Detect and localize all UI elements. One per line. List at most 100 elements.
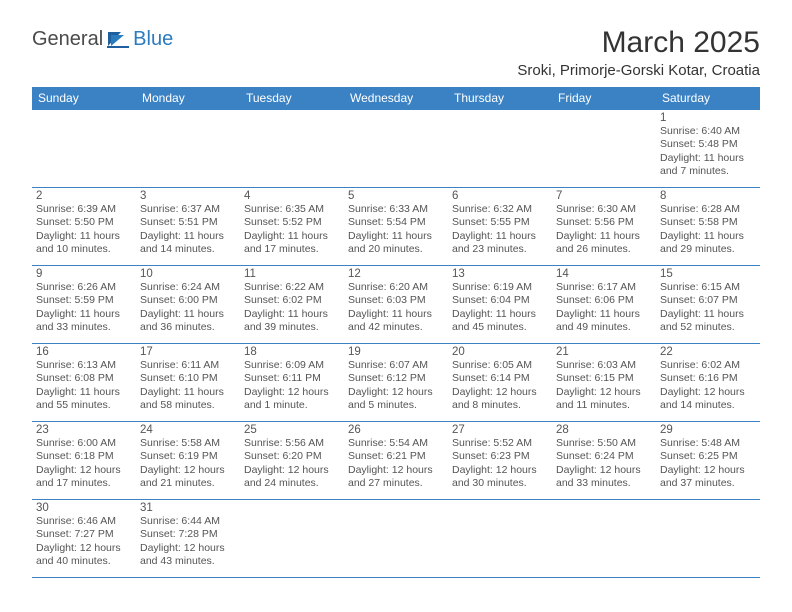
day-number: 26 [348, 424, 444, 436]
sunset-text: Sunset: 6:11 PM [244, 372, 340, 385]
day-details: Sunrise: 6:03 AMSunset: 6:15 PMDaylight:… [556, 359, 652, 413]
calendar-week-row: 2Sunrise: 6:39 AMSunset: 5:50 PMDaylight… [32, 188, 760, 266]
location-text: Sroki, Primorje-Gorski Kotar, Croatia [517, 62, 760, 79]
daylight-text: Daylight: 12 hours and 27 minutes. [348, 464, 444, 491]
sunset-text: Sunset: 6:03 PM [348, 294, 444, 307]
day-number: 1 [660, 112, 756, 124]
sunset-text: Sunset: 5:59 PM [36, 294, 132, 307]
calendar-day-cell [136, 110, 240, 188]
calendar-day-cell: 10Sunrise: 6:24 AMSunset: 6:00 PMDayligh… [136, 266, 240, 344]
sunrise-text: Sunrise: 5:54 AM [348, 437, 444, 450]
day-number: 13 [452, 268, 548, 280]
sunrise-text: Sunrise: 6:22 AM [244, 281, 340, 294]
sunset-text: Sunset: 5:58 PM [660, 216, 756, 229]
calendar-day-cell: 3Sunrise: 6:37 AMSunset: 5:51 PMDaylight… [136, 188, 240, 266]
day-details: Sunrise: 6:44 AMSunset: 7:28 PMDaylight:… [140, 515, 236, 569]
sunset-text: Sunset: 6:00 PM [140, 294, 236, 307]
day-details: Sunrise: 6:35 AMSunset: 5:52 PMDaylight:… [244, 203, 340, 257]
day-details: Sunrise: 6:13 AMSunset: 6:08 PMDaylight:… [36, 359, 132, 413]
calendar-day-cell: 30Sunrise: 6:46 AMSunset: 7:27 PMDayligh… [32, 500, 136, 578]
calendar-day-cell [552, 110, 656, 188]
daylight-text: Daylight: 12 hours and 14 minutes. [660, 386, 756, 413]
calendar-day-cell: 7Sunrise: 6:30 AMSunset: 5:56 PMDaylight… [552, 188, 656, 266]
calendar-day-cell: 16Sunrise: 6:13 AMSunset: 6:08 PMDayligh… [32, 344, 136, 422]
calendar-day-cell: 13Sunrise: 6:19 AMSunset: 6:04 PMDayligh… [448, 266, 552, 344]
sunrise-text: Sunrise: 6:24 AM [140, 281, 236, 294]
calendar-week-row: 16Sunrise: 6:13 AMSunset: 6:08 PMDayligh… [32, 344, 760, 422]
daylight-text: Daylight: 11 hours and 55 minutes. [36, 386, 132, 413]
day-details: Sunrise: 6:02 AMSunset: 6:16 PMDaylight:… [660, 359, 756, 413]
daylight-text: Daylight: 11 hours and 17 minutes. [244, 230, 340, 257]
calendar-day-cell: 19Sunrise: 6:07 AMSunset: 6:12 PMDayligh… [344, 344, 448, 422]
day-number: 18 [244, 346, 340, 358]
sunset-text: Sunset: 6:08 PM [36, 372, 132, 385]
calendar-day-cell: 12Sunrise: 6:20 AMSunset: 6:03 PMDayligh… [344, 266, 448, 344]
daylight-text: Daylight: 11 hours and 10 minutes. [36, 230, 132, 257]
month-title: March 2025 [517, 26, 760, 60]
daylight-text: Daylight: 11 hours and 36 minutes. [140, 308, 236, 335]
day-number: 8 [660, 190, 756, 202]
daylight-text: Daylight: 12 hours and 30 minutes. [452, 464, 548, 491]
day-number: 17 [140, 346, 236, 358]
day-details: Sunrise: 6:17 AMSunset: 6:06 PMDaylight:… [556, 281, 652, 335]
header: General Blue March 2025 Sroki, Primorje-… [32, 26, 760, 79]
calendar-day-cell: 18Sunrise: 6:09 AMSunset: 6:11 PMDayligh… [240, 344, 344, 422]
sunset-text: Sunset: 6:18 PM [36, 450, 132, 463]
day-details: Sunrise: 6:26 AMSunset: 5:59 PMDaylight:… [36, 281, 132, 335]
day-header: Tuesday [240, 87, 344, 110]
sunset-text: Sunset: 5:50 PM [36, 216, 132, 229]
day-details: Sunrise: 6:20 AMSunset: 6:03 PMDaylight:… [348, 281, 444, 335]
day-number: 16 [36, 346, 132, 358]
sunrise-text: Sunrise: 6:07 AM [348, 359, 444, 372]
sunset-text: Sunset: 5:55 PM [452, 216, 548, 229]
day-details: Sunrise: 6:15 AMSunset: 6:07 PMDaylight:… [660, 281, 756, 335]
sunset-text: Sunset: 5:56 PM [556, 216, 652, 229]
sunset-text: Sunset: 6:12 PM [348, 372, 444, 385]
day-number: 14 [556, 268, 652, 280]
sunset-text: Sunset: 7:28 PM [140, 528, 236, 541]
day-header: Saturday [656, 87, 760, 110]
day-number: 4 [244, 190, 340, 202]
calendar-week-row: 1Sunrise: 6:40 AMSunset: 5:48 PMDaylight… [32, 110, 760, 188]
sunrise-text: Sunrise: 6:05 AM [452, 359, 548, 372]
calendar-day-cell: 23Sunrise: 6:00 AMSunset: 6:18 PMDayligh… [32, 422, 136, 500]
calendar-day-cell: 2Sunrise: 6:39 AMSunset: 5:50 PMDaylight… [32, 188, 136, 266]
daylight-text: Daylight: 11 hours and 39 minutes. [244, 308, 340, 335]
daylight-text: Daylight: 12 hours and 37 minutes. [660, 464, 756, 491]
day-details: Sunrise: 6:22 AMSunset: 6:02 PMDaylight:… [244, 281, 340, 335]
brand-logo: General Blue [32, 28, 173, 51]
day-number: 3 [140, 190, 236, 202]
daylight-text: Daylight: 11 hours and 29 minutes. [660, 230, 756, 257]
sunrise-text: Sunrise: 5:48 AM [660, 437, 756, 450]
flag-icon [107, 31, 129, 49]
daylight-text: Daylight: 11 hours and 42 minutes. [348, 308, 444, 335]
sunrise-text: Sunrise: 6:32 AM [452, 203, 548, 216]
calendar-day-cell: 8Sunrise: 6:28 AMSunset: 5:58 PMDaylight… [656, 188, 760, 266]
calendar-day-cell: 15Sunrise: 6:15 AMSunset: 6:07 PMDayligh… [656, 266, 760, 344]
sunset-text: Sunset: 5:48 PM [660, 138, 756, 151]
daylight-text: Daylight: 12 hours and 17 minutes. [36, 464, 132, 491]
calendar-day-cell: 22Sunrise: 6:02 AMSunset: 6:16 PMDayligh… [656, 344, 760, 422]
sunset-text: Sunset: 6:07 PM [660, 294, 756, 307]
sunset-text: Sunset: 6:21 PM [348, 450, 444, 463]
day-details: Sunrise: 6:09 AMSunset: 6:11 PMDaylight:… [244, 359, 340, 413]
day-number: 5 [348, 190, 444, 202]
sunrise-text: Sunrise: 6:13 AM [36, 359, 132, 372]
calendar-day-cell: 17Sunrise: 6:11 AMSunset: 6:10 PMDayligh… [136, 344, 240, 422]
calendar-day-cell: 6Sunrise: 6:32 AMSunset: 5:55 PMDaylight… [448, 188, 552, 266]
day-details: Sunrise: 5:56 AMSunset: 6:20 PMDaylight:… [244, 437, 340, 491]
calendar-week-row: 30Sunrise: 6:46 AMSunset: 7:27 PMDayligh… [32, 500, 760, 578]
day-number: 2 [36, 190, 132, 202]
sunrise-text: Sunrise: 6:44 AM [140, 515, 236, 528]
day-details: Sunrise: 6:39 AMSunset: 5:50 PMDaylight:… [36, 203, 132, 257]
brand-general: General [32, 28, 103, 51]
day-number: 12 [348, 268, 444, 280]
day-details: Sunrise: 6:40 AMSunset: 5:48 PMDaylight:… [660, 125, 756, 179]
title-block: March 2025 Sroki, Primorje-Gorski Kotar,… [517, 26, 760, 79]
daylight-text: Daylight: 11 hours and 23 minutes. [452, 230, 548, 257]
calendar-day-cell: 5Sunrise: 6:33 AMSunset: 5:54 PMDaylight… [344, 188, 448, 266]
day-number: 15 [660, 268, 756, 280]
day-details: Sunrise: 6:37 AMSunset: 5:51 PMDaylight:… [140, 203, 236, 257]
calendar-day-cell: 28Sunrise: 5:50 AMSunset: 6:24 PMDayligh… [552, 422, 656, 500]
day-number: 10 [140, 268, 236, 280]
